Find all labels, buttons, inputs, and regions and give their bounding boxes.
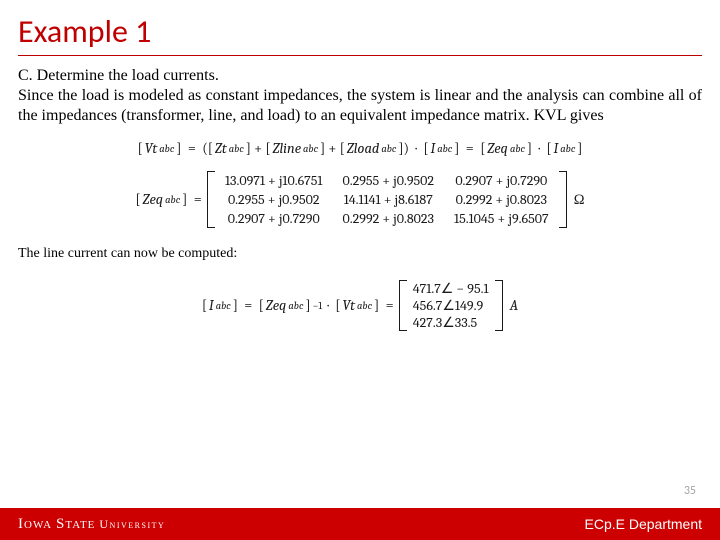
slide-title: Example 1 (0, 0, 720, 55)
body-paragraph: C. Determine the load currents. Since th… (0, 66, 720, 126)
subtext: The line current can now be computed: (0, 242, 720, 266)
equation-iabc: [Iabc] = [Zeqabc]−1 · [Vtabc] = 471.7∠ −… (0, 280, 720, 331)
iabc-unit: A (510, 297, 518, 314)
page-number: 35 (684, 484, 696, 498)
para-line2: Since the load is modeled as constant im… (18, 87, 702, 124)
zeq-unit: Ω (574, 191, 585, 209)
vt-var: Vt (145, 140, 158, 157)
equation-kvl: [Vtabc] = ([Ztabc] + [Zlineabc] + [Zload… (0, 140, 720, 157)
isu-logo: Iowa State University (18, 516, 165, 533)
iabc-vector: 471.7∠ − 95.1 456.7∠149.9 427.3∠33.5 (399, 280, 503, 331)
zeq-matrix: 13.0971 + j10.6751 0.2955 + j0.9502 0.29… (207, 171, 567, 228)
equation-zeq-matrix: [Zeqabc] = 13.0971 + j10.6751 0.2955 + j… (0, 171, 720, 228)
title-underline (18, 55, 702, 56)
department-label: ECp.E Department (585, 516, 703, 532)
footer-bar: Iowa State University ECp.E Department (0, 508, 720, 540)
para-line1: C. Determine the load currents. (18, 67, 219, 84)
